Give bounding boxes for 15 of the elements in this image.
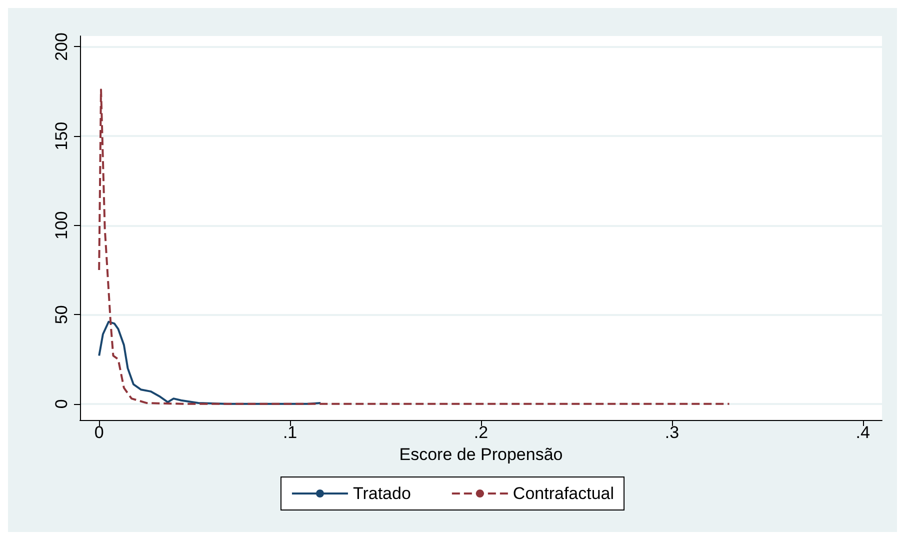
x-tick-label: .3 (664, 423, 680, 442)
x-tick-label: .1 (282, 423, 298, 442)
x-axis-title: Escore de Propensão (399, 444, 563, 464)
legend-label: Tratado (352, 484, 411, 503)
line-series (98, 320, 322, 405)
x-tick-label: 0 (94, 423, 104, 442)
y-tick-label: 50 (52, 305, 71, 324)
y-tick-label: 150 (52, 122, 71, 150)
legend-label: Contrafactual (512, 484, 614, 503)
y-tick-label: 100 (52, 211, 71, 240)
x-tick-label: .4 (856, 423, 870, 442)
y-tick-label: 200 (52, 32, 71, 61)
y-tick-label: 0 (52, 399, 71, 409)
x-tick-label: .2 (474, 423, 488, 442)
line-series (98, 88, 730, 405)
